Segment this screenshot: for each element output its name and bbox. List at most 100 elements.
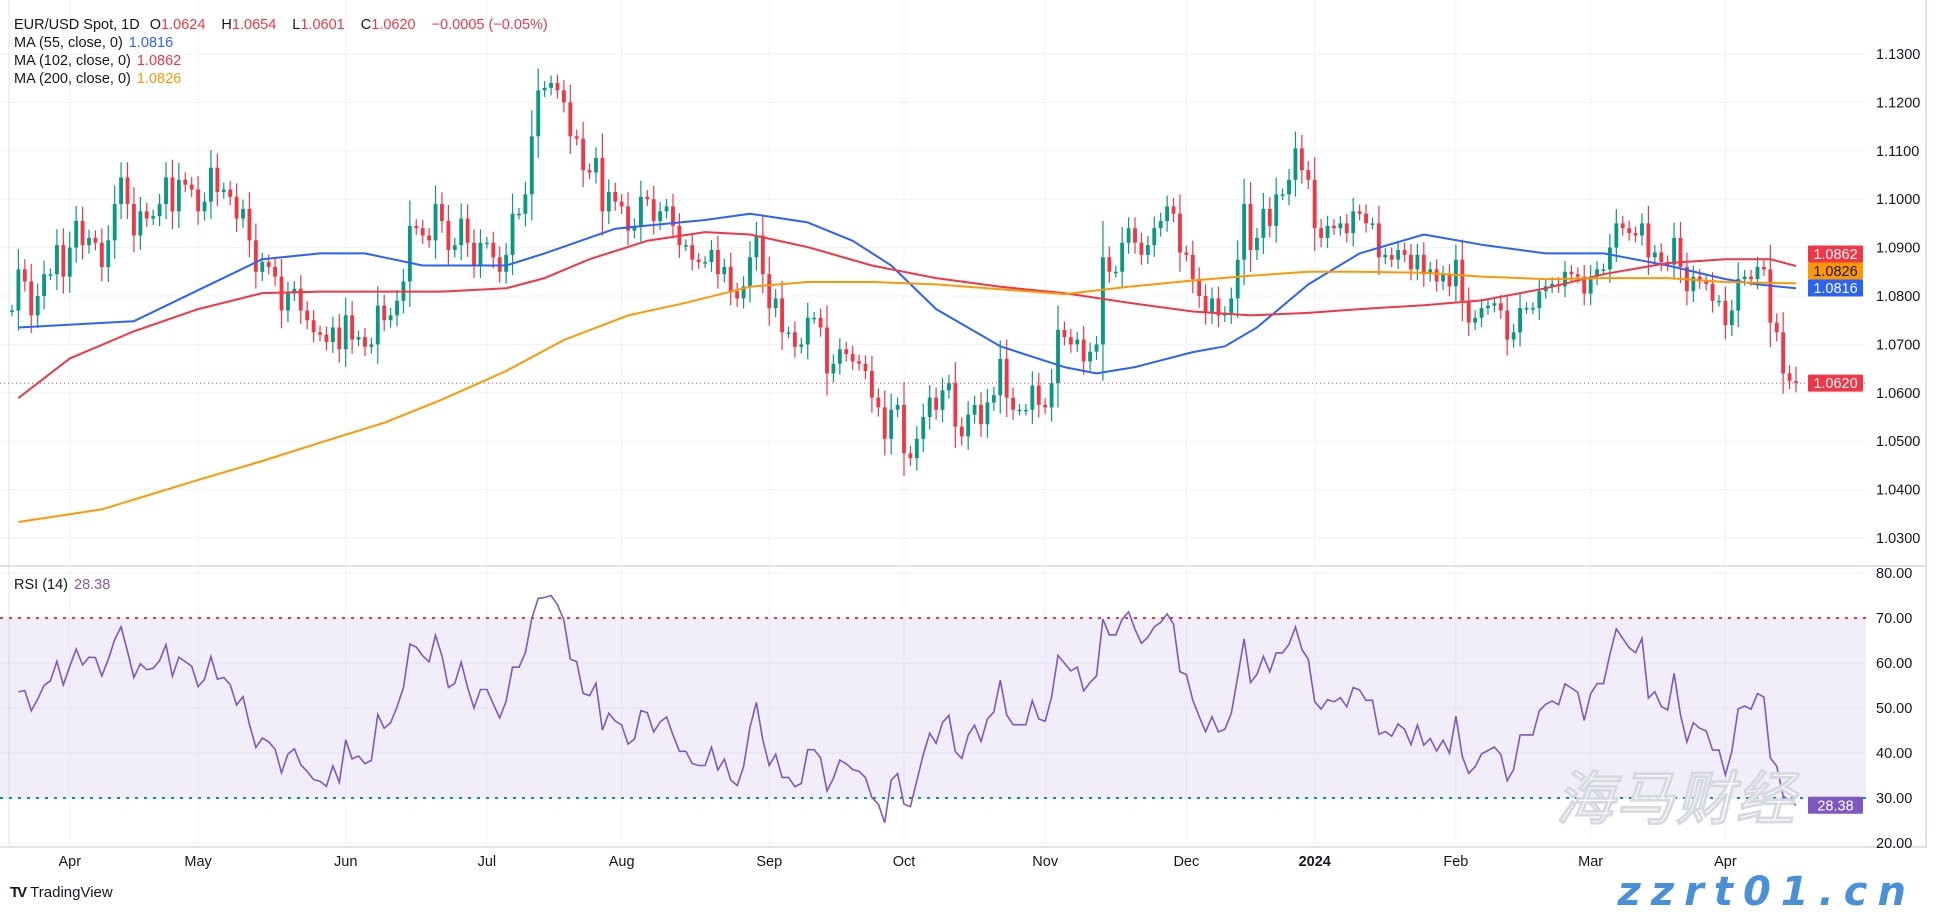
axes[interactable]: 1.1300 1.1200 1.1100 1.1000 1.0900 1.0800 1.07… xyxy=(58,47,1920,870)
candle-body xyxy=(504,254,509,272)
badge-label: 1.0816 xyxy=(1813,281,1857,297)
candle xyxy=(812,311,817,324)
badge-bg xyxy=(1808,279,1863,297)
candle xyxy=(1338,215,1343,236)
candle xyxy=(151,209,156,226)
candle xyxy=(1056,305,1060,408)
candle-body xyxy=(1697,276,1702,282)
candle-body xyxy=(1396,250,1401,260)
candle xyxy=(253,223,258,289)
candle-body xyxy=(1768,269,1773,323)
candle xyxy=(132,187,136,253)
candle-body xyxy=(619,201,624,207)
candle-body xyxy=(632,225,637,231)
candle xyxy=(1595,261,1599,285)
candle xyxy=(754,222,759,271)
candle-body xyxy=(170,177,175,212)
candle xyxy=(420,219,425,244)
candle xyxy=(683,239,688,251)
candle xyxy=(1736,262,1741,328)
candle xyxy=(863,355,868,380)
candle xyxy=(1235,240,1240,318)
candle-body xyxy=(273,266,278,277)
candle xyxy=(1370,217,1375,230)
price-tick-label: 1.0400 xyxy=(1876,483,1920,499)
candle xyxy=(1120,226,1125,288)
candle xyxy=(568,84,573,154)
price-tick-label: 1.0800 xyxy=(1876,289,1920,305)
candle-body xyxy=(568,102,573,137)
candle xyxy=(1312,157,1317,251)
candle-body xyxy=(1171,206,1176,214)
candle-body xyxy=(760,235,765,275)
candle-body xyxy=(87,237,91,246)
ma55-legend[interactable]: MA (55, close, 0) 1.0816 xyxy=(14,35,174,51)
candle-body xyxy=(1139,242,1144,255)
candle-body xyxy=(1036,385,1041,405)
price-tick-label: 1.1000 xyxy=(1876,192,1920,208)
candle-body xyxy=(112,204,117,241)
candle xyxy=(1460,239,1465,322)
candle xyxy=(87,229,91,254)
rsi-legend[interactable]: RSI (14) 28.38 xyxy=(14,577,111,593)
ma200-legend[interactable]: MA (200, close, 0) 1.0826 xyxy=(14,71,182,87)
candle xyxy=(934,387,939,420)
candle xyxy=(1537,279,1542,320)
candle-body xyxy=(1383,254,1388,258)
ma102-legend[interactable]: MA (102, close, 0) 1.0862 xyxy=(14,53,182,69)
candle-body xyxy=(587,170,592,173)
candle-body xyxy=(478,242,483,265)
candle-body xyxy=(953,383,958,427)
candle xyxy=(645,190,650,206)
candle-body xyxy=(1723,300,1728,326)
candle-body xyxy=(420,228,425,236)
candle-body xyxy=(382,305,387,321)
candle-body xyxy=(484,242,489,245)
candle-body xyxy=(966,414,971,437)
candle-body xyxy=(1633,233,1638,236)
candle xyxy=(1768,244,1773,348)
price-badge: 1.0862 xyxy=(1808,245,1863,263)
candle xyxy=(1710,272,1715,313)
candle xyxy=(382,294,387,332)
candle-body xyxy=(1229,298,1234,313)
candle xyxy=(337,314,342,363)
badge-bg xyxy=(1808,374,1863,392)
candle xyxy=(388,307,393,328)
candle xyxy=(837,338,842,375)
badge-bg xyxy=(1808,262,1863,280)
symbol-title: EUR/USD Spot, 1D xyxy=(14,17,140,33)
candle xyxy=(228,181,233,206)
candle xyxy=(350,301,355,354)
tradingview-logo[interactable]: TV TradingView xyxy=(10,884,113,901)
candle-body xyxy=(1081,339,1086,362)
candle xyxy=(478,229,483,278)
candle xyxy=(1287,168,1291,206)
candle xyxy=(1133,217,1137,254)
candle-body xyxy=(22,269,27,282)
candle-body xyxy=(337,327,342,350)
candle xyxy=(690,234,695,271)
candle-body xyxy=(857,361,862,364)
candle-body xyxy=(1774,322,1779,333)
candle-body xyxy=(902,404,906,454)
candle-body xyxy=(54,245,59,275)
candle-body xyxy=(74,220,79,248)
candle-body xyxy=(1267,208,1272,226)
candle xyxy=(1344,214,1349,243)
candle xyxy=(1004,339,1009,417)
candle-body xyxy=(1511,332,1516,340)
candle-body xyxy=(690,245,695,260)
candle xyxy=(1325,215,1330,248)
candle-body xyxy=(536,90,541,137)
candle-body xyxy=(1049,383,1054,408)
candle xyxy=(183,172,188,193)
candle-body xyxy=(1607,247,1612,270)
candle-body xyxy=(658,211,663,221)
candle xyxy=(10,304,14,317)
candle xyxy=(1216,286,1221,328)
candle xyxy=(1203,284,1208,325)
symbol-legend[interactable]: EUR/USD Spot, 1D O1.0624 H1.0654 L1.0601… xyxy=(14,17,554,33)
candle xyxy=(626,192,630,245)
